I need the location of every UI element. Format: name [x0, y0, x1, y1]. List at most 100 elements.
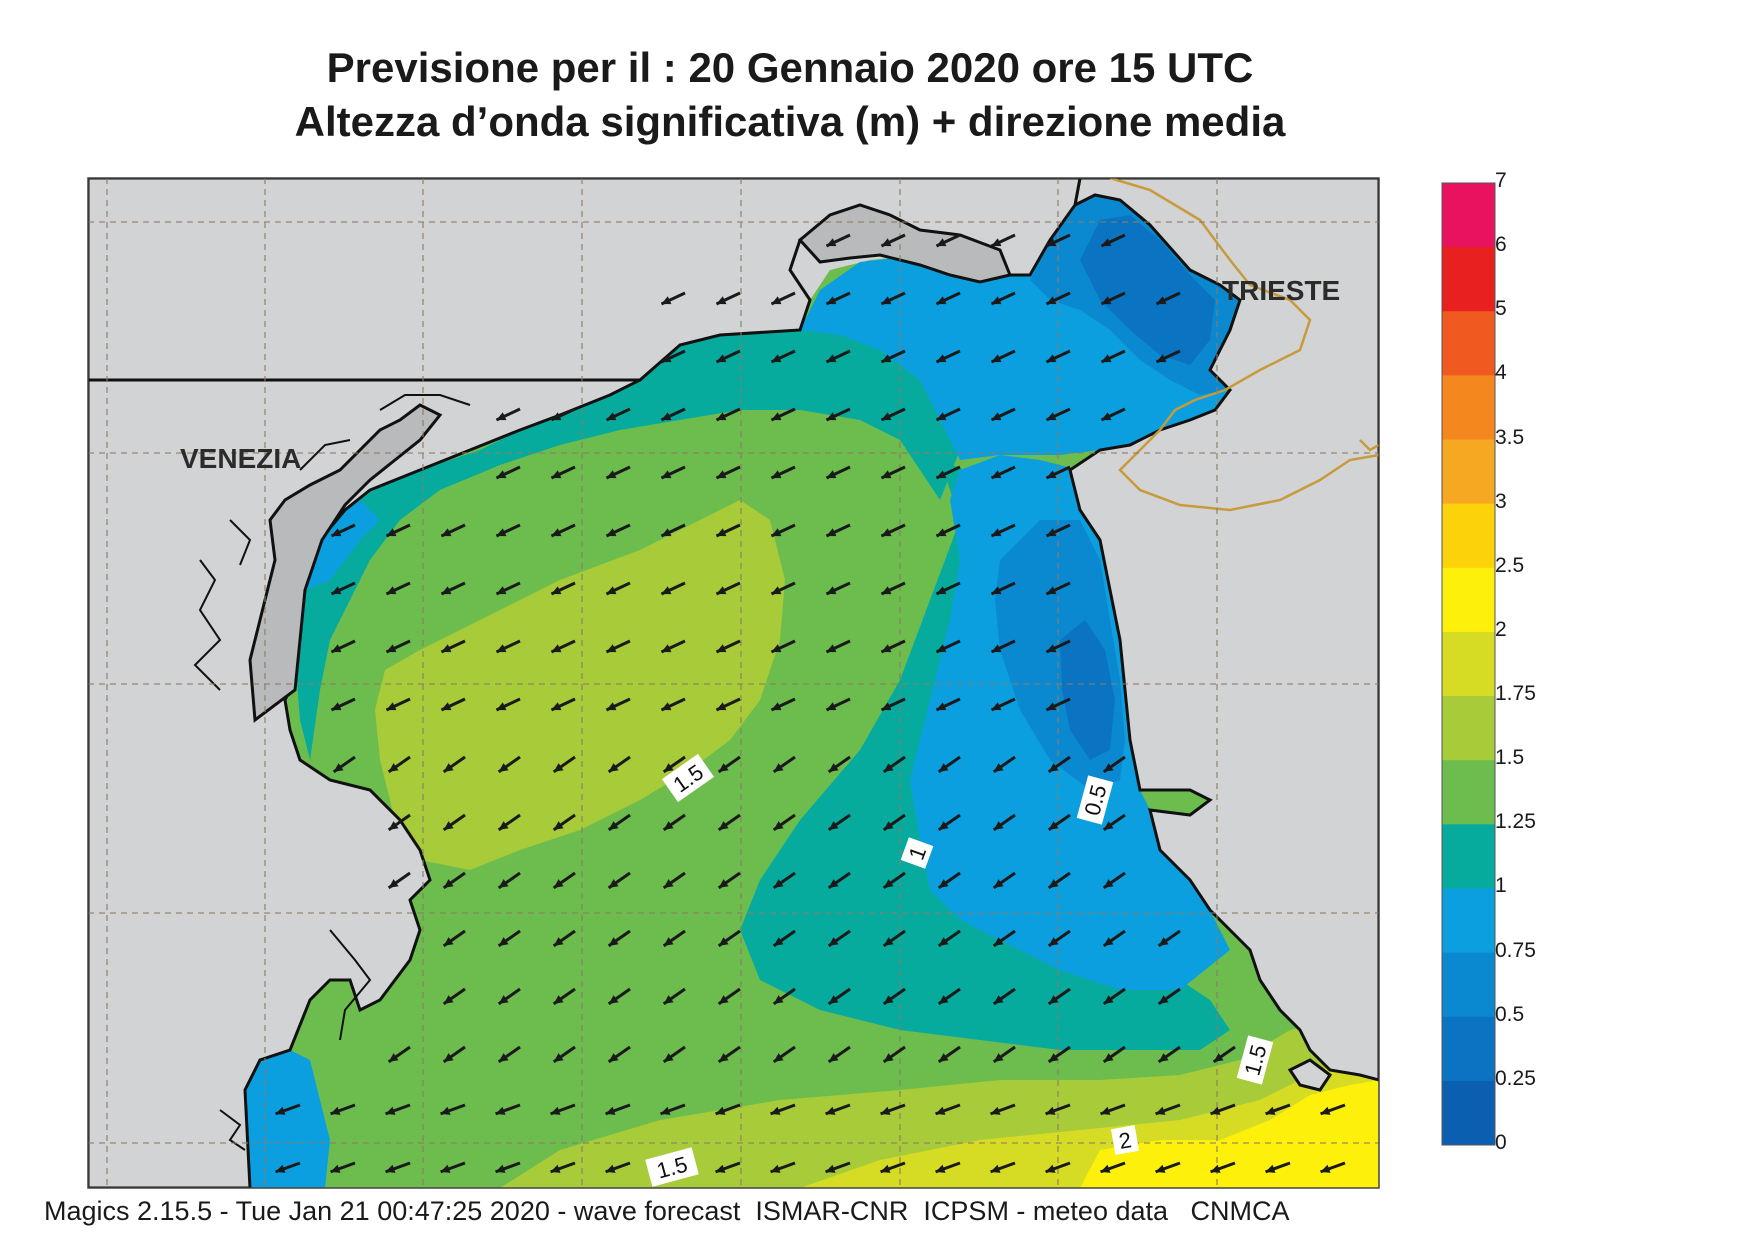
land-lagoon-north [797, 203, 1013, 284]
wave-arrow-head [716, 412, 727, 421]
wave-arrow-head [606, 470, 617, 479]
wave-arrow-head [1101, 296, 1112, 305]
contour-label-2: 2 [1110, 1125, 1140, 1155]
wave-arrow-head [938, 937, 949, 946]
wave-arrow-head [605, 1106, 616, 1115]
wave-arrow-head [991, 412, 1002, 421]
wave-arrow-head [443, 763, 454, 772]
wave-arrow-head [993, 995, 1004, 1004]
land-venezia-lagoon [248, 403, 443, 723]
wave-arrow-head [331, 528, 342, 537]
wave-arrow-head [773, 763, 784, 772]
wave-arrow-head [498, 937, 509, 946]
wave-arrow-head [661, 644, 672, 653]
wave-arrow-head [496, 412, 507, 421]
wave-arrow-head [773, 1053, 784, 1062]
wave-arrow-head [663, 879, 674, 888]
wave-arrow-head [441, 702, 452, 711]
wave-arrow-head [771, 354, 782, 363]
colorbar-swatch [1442, 311, 1495, 376]
chart-title: Previsione per il : 20 Gennaio 2020 ore … [326, 44, 1254, 91]
wave-arrow-head [771, 296, 782, 305]
wave-arrow-head [440, 1164, 451, 1173]
wave-arrow-head [608, 763, 619, 772]
wave-arrow-head [1265, 1164, 1276, 1173]
wave-arrow-head [1048, 995, 1059, 1004]
colorbar-swatch [1442, 760, 1495, 825]
wave-arrow-head [1103, 821, 1114, 830]
wave-arrow-head [553, 821, 564, 830]
wave-arrow-head [663, 821, 674, 830]
colorbar-label: 0.75 [1495, 938, 1536, 962]
wave-arrow-head [991, 644, 1002, 653]
wave-arrow-head [1048, 821, 1059, 830]
wave-arrow-head [718, 879, 729, 888]
wave-arrow-head [718, 995, 729, 1004]
wave-arrow-head [826, 702, 837, 711]
land-veneto [88, 178, 641, 1188]
wave-arrow-head [553, 763, 564, 772]
wave-arrow-head [826, 586, 837, 595]
wave-arrow-head [1046, 470, 1057, 479]
wave-arrow-head [773, 821, 784, 830]
wave-arrow-head [608, 995, 619, 1004]
wave-arrow-head [1101, 238, 1112, 247]
wave-arrow-head [938, 995, 949, 1004]
wave-arrow-head [773, 879, 784, 888]
wave-arrow-head [606, 702, 617, 711]
wave-arrow-head [608, 821, 619, 830]
wave-arrow-head [991, 470, 1002, 479]
wave-arrow-head [1103, 763, 1114, 772]
land-istria [1068, 178, 1379, 1082]
lagoon-channels [193, 394, 471, 1151]
wave-arrow-head [1046, 238, 1057, 247]
wave-arrow-head [936, 702, 947, 711]
wave-arrow-head [883, 1053, 894, 1062]
wave-arrow-head [826, 470, 837, 479]
wave-arrow-head [770, 1106, 781, 1115]
wave-arrow-head [1158, 995, 1169, 1004]
wave-arrow-head [385, 1164, 396, 1173]
wave-arrow-head [993, 1053, 1004, 1062]
wave-arrow-head [496, 586, 507, 595]
wave-arrow-head [936, 470, 947, 479]
wave-arrow-head [1046, 702, 1057, 711]
wave-arrow-head [716, 354, 727, 363]
colorbar-label: 4 [1495, 361, 1507, 385]
wave-arrow-head [881, 586, 892, 595]
wave-arrow-head [1046, 354, 1057, 363]
wave-zone-0.5-east [1060, 620, 1115, 760]
wave-zone-2.5 [1080, 1080, 1379, 1188]
colorbar-swatch [1442, 183, 1495, 248]
wave-arrow-head [498, 763, 509, 772]
wave-arrow-head [881, 528, 892, 537]
wave-arrow-head [881, 470, 892, 479]
wave-arrow-head [938, 821, 949, 830]
wave-arrow-head [773, 937, 784, 946]
wave-arrow-head [1158, 937, 1169, 946]
colorbar-border [1441, 182, 1496, 1146]
colorbar-label: 0.25 [1495, 1066, 1536, 1090]
wave-arrow-head [608, 937, 619, 946]
colorbar-swatch [1442, 824, 1495, 889]
wave-arrow-head [1045, 1164, 1056, 1173]
wave-arrow-head [331, 586, 342, 595]
wave-arrow-head [275, 1106, 286, 1115]
wave-arrow-head [938, 763, 949, 772]
wave-arrow-head [606, 412, 617, 421]
wave-arrow-head [938, 1053, 949, 1062]
wave-arrow-head [990, 1164, 1001, 1173]
wave-arrow-head [828, 821, 839, 830]
map-border [87, 177, 1380, 1189]
wave-arrow-head [881, 644, 892, 653]
wave-arrow-head [441, 586, 452, 595]
wave-arrow-head [330, 1164, 341, 1173]
wave-zone-1.75 [375, 500, 785, 870]
wave-arrow-head [495, 1164, 506, 1173]
wave-arrow-head [936, 528, 947, 537]
wave-arrow-head [771, 470, 782, 479]
colorbar-label: 1.25 [1495, 810, 1536, 834]
wave-arrow-head [553, 937, 564, 946]
wave-arrow-head [1103, 937, 1114, 946]
wave-arrow-head [828, 879, 839, 888]
